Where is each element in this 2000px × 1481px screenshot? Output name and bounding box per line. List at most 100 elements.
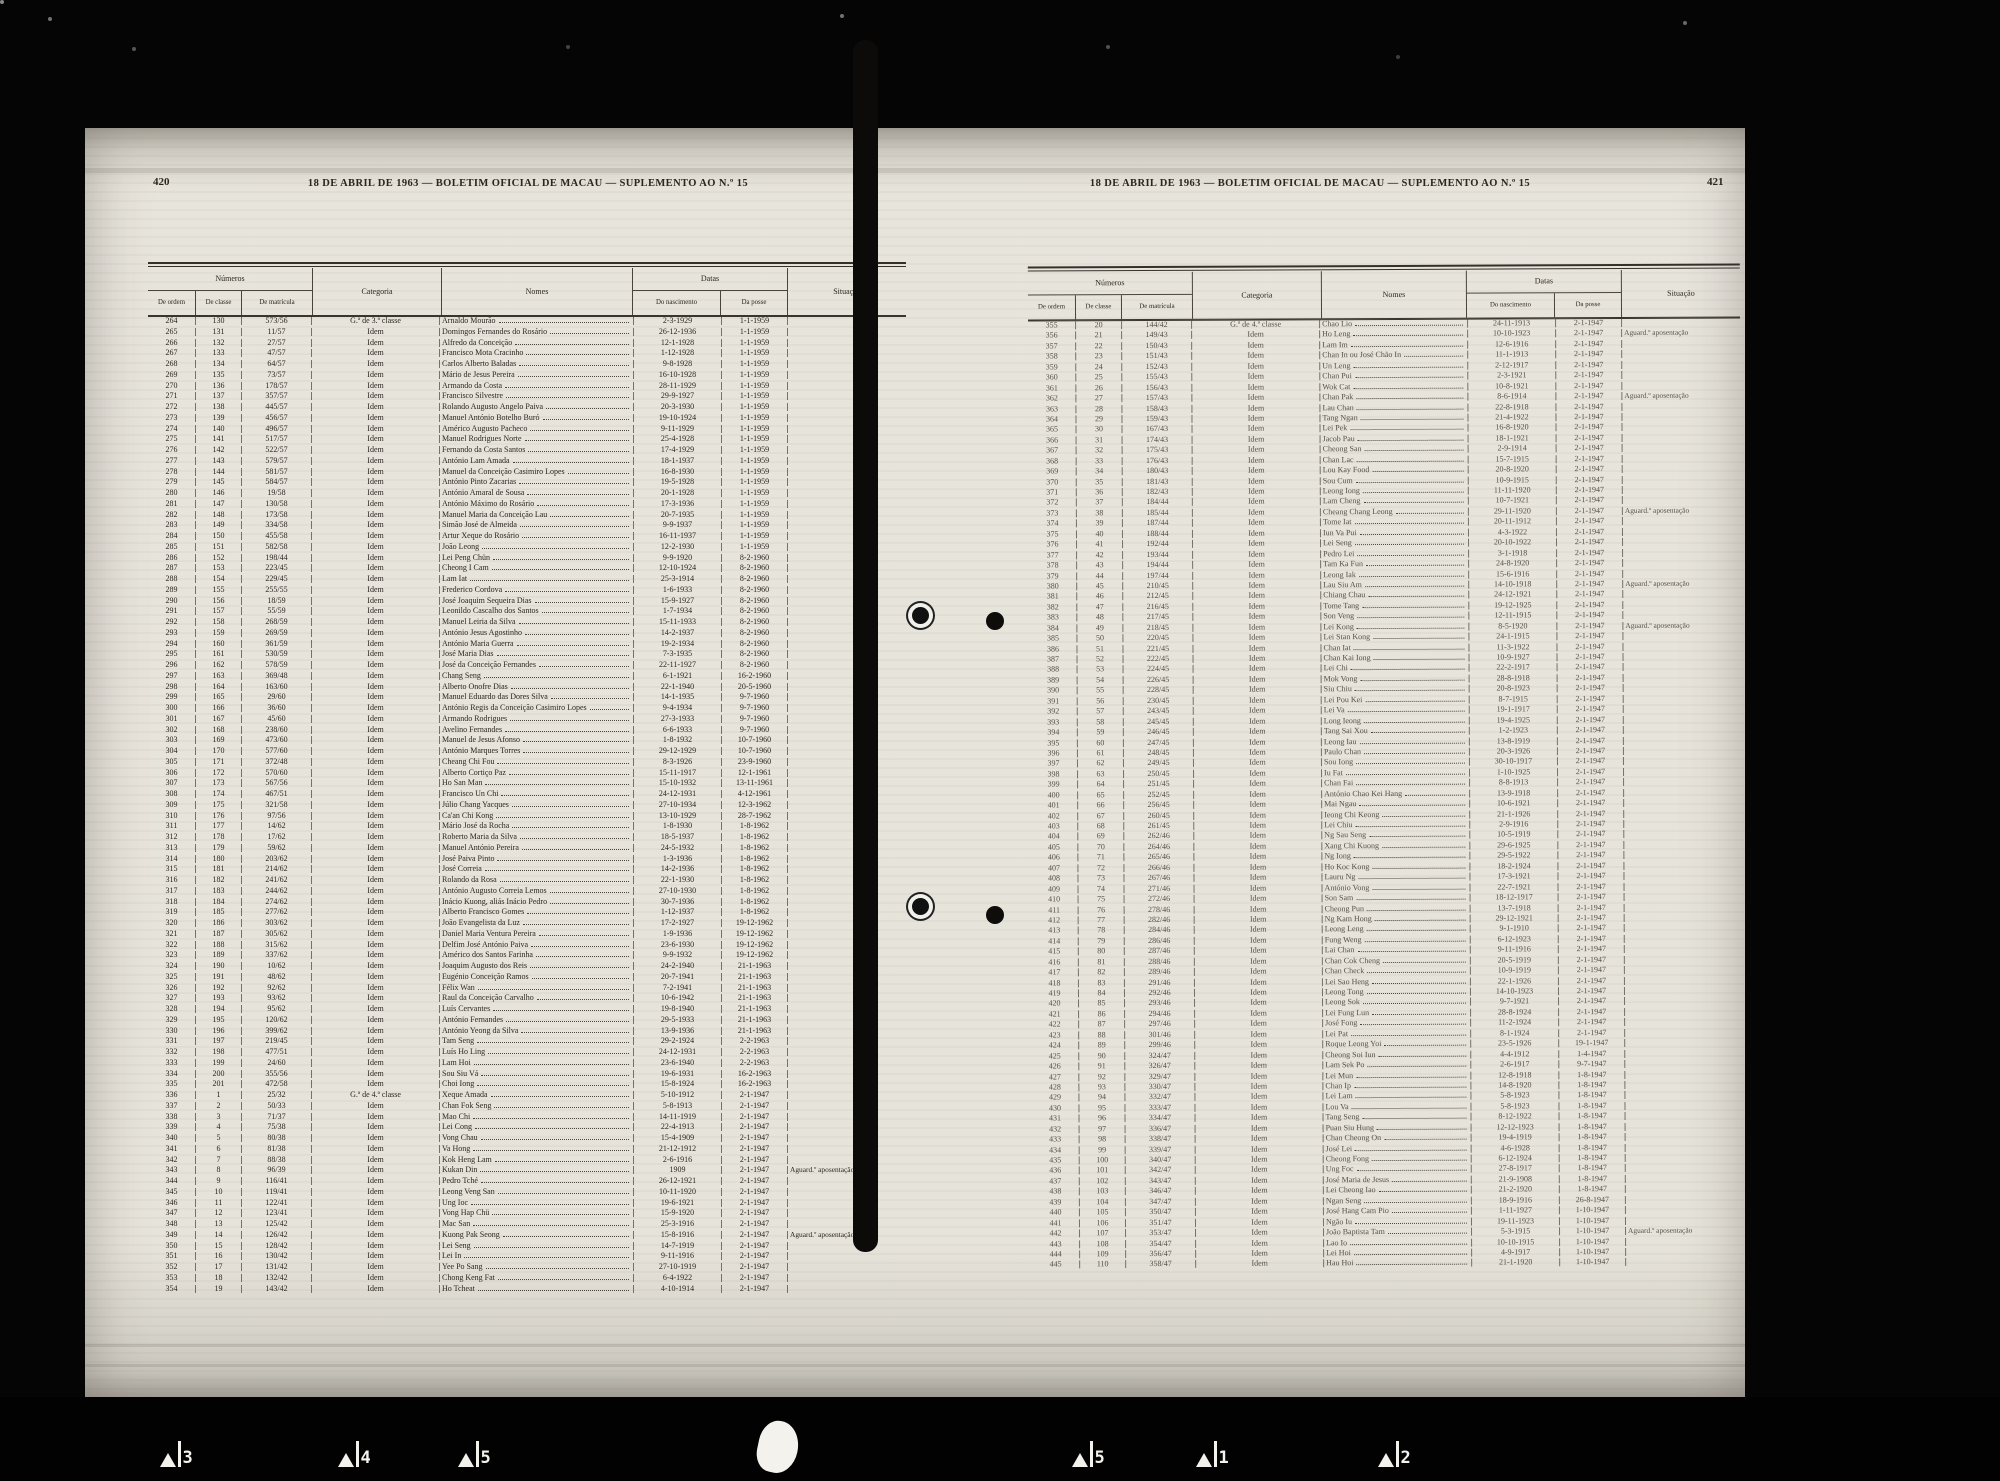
table-row: 295 161 530/59 Idem José Maria Dias 7-3-1935 8…: [148, 650, 906, 661]
dotted-leader: [482, 547, 629, 549]
cell-posse: 8-2-1960: [722, 650, 788, 659]
cell-ord: 324: [148, 962, 196, 970]
cell-sit: [1623, 450, 1741, 451]
cell-cat: Idem: [312, 607, 440, 616]
cell-nome: Ung Foc: [1323, 1165, 1472, 1174]
cell-nome: Chan Check: [1322, 966, 1471, 976]
cell-posse: 1-10-1947: [1560, 1226, 1627, 1236]
cell-cls: 46: [1077, 592, 1124, 601]
cell-posse: 2-1-1947: [722, 1273, 788, 1282]
cell-mat: 143/42: [242, 1284, 312, 1293]
cell-posse: 2-1-1947: [1558, 819, 1625, 829]
cell-nasc: 27-10-1930: [634, 886, 722, 895]
cell-ord: 326: [148, 983, 196, 992]
dotted-leader: [512, 827, 629, 829]
dotted-leader: [522, 924, 629, 925]
cell-nome: Ngan Seng: [1323, 1196, 1472, 1206]
cell-cat: Idem: [1192, 361, 1321, 371]
cell-nome: Lei Fung Lun: [1323, 1008, 1472, 1018]
person-name: Siu Chiu: [1323, 684, 1352, 694]
cell-nasc: 24-12-1931: [634, 1048, 722, 1056]
col-de-classe: De classe: [1075, 295, 1123, 320]
cell-nome: José da Conceição Fernandes: [440, 661, 634, 669]
cell-mat: 255/55: [242, 585, 312, 594]
cell-cat: Idem: [1194, 894, 1323, 903]
cell-sit: [1623, 606, 1741, 607]
person-name: Chan Pak: [1322, 392, 1354, 402]
cell-cls: 95: [1079, 1103, 1126, 1113]
cell-sit: [1625, 961, 1743, 962]
table-row: 343 8 96/39 Idem Kukan Din 1909 2-1-1947 Aguard…: [148, 1166, 906, 1177]
table-row: 316 182 241/62 Idem Rolando da Rosa 22-1-1930…: [148, 876, 906, 887]
person-name: Leong Tong: [1324, 987, 1364, 997]
person-name: Son Sam: [1324, 893, 1354, 903]
cell-posse: 1-10-1947: [1560, 1237, 1627, 1246]
cell-mat: 292/46: [1124, 988, 1195, 998]
table-row: 307 173 567/56 Idem Ho San Man 15-10-1932 13-1…: [148, 779, 906, 790]
cell-mat: 271/46: [1124, 884, 1195, 893]
cell-ord: 327: [148, 994, 196, 1003]
cell-nasc: 5-8-1923: [1471, 1091, 1560, 1101]
cell-ord: 379: [1029, 571, 1078, 581]
cell-cls: 96: [1079, 1113, 1126, 1123]
cell-nasc: 19-4-1919: [1471, 1132, 1560, 1142]
cell-ord: 314: [148, 854, 196, 863]
cell-nasc: 10-9-1927: [1469, 652, 1558, 662]
person-name: António Máximo do Rosário: [442, 499, 535, 508]
cell-mat: 73/57: [242, 370, 312, 379]
cell-cls: 135: [196, 370, 242, 379]
cell-ord: 411: [1030, 905, 1079, 915]
cell-nasc: 18-2-1924: [1470, 861, 1559, 871]
cell-cls: 80: [1078, 946, 1125, 956]
cell-cat: Idem: [1195, 1081, 1324, 1091]
cell-sit: [1624, 794, 1742, 795]
table-row: 347 12 123/41 Idem Vong Hap Chü 15-9-1920 2-1-…: [148, 1209, 906, 1220]
cell-mat: 55/59: [242, 607, 312, 616]
cell-nome: Manuel Rodrigues Norte: [440, 435, 634, 444]
cell-sit: [1625, 888, 1743, 889]
cell-cls: 9: [196, 1177, 242, 1185]
cell-mat: 210/45: [1123, 581, 1194, 591]
cell-sit: [1625, 909, 1743, 910]
cell-ord: 266: [148, 338, 196, 347]
cell-cat: Idem: [312, 833, 440, 841]
cell-nasc: 23-6-1940: [634, 1058, 722, 1067]
cell-mat: 315/62: [242, 940, 312, 949]
book-gutter: [853, 40, 878, 1252]
cell-ord: 416: [1030, 957, 1079, 967]
cell-ord: 371: [1028, 487, 1077, 497]
person-name: Lei Seng: [1323, 538, 1352, 548]
cell-cat: Idem: [312, 381, 440, 390]
cell-mat: 241/62: [242, 876, 312, 884]
person-name: Luís Cervantes: [442, 1005, 491, 1013]
cell-nasc: 11-2-1924: [1471, 1018, 1560, 1027]
cell-posse: 1-1-1959: [722, 467, 788, 476]
person-name: José Paiva Pinto: [442, 854, 495, 863]
dotted-leader: [502, 1235, 629, 1237]
cell-nasc: 5-8-1913: [634, 1101, 722, 1110]
person-name: Lei Va: [1323, 705, 1345, 715]
dotted-leader: [510, 719, 629, 721]
cell-cls: 3: [196, 1112, 242, 1121]
cell-posse: 19-12-1962: [722, 940, 788, 949]
film-ruler-marker: 3: [160, 1441, 193, 1467]
cell-ord: 279: [148, 478, 196, 487]
cell-posse: 9-7-1960: [722, 693, 788, 702]
cell-cat: Idem: [312, 489, 440, 497]
cell-posse: 2-1-1947: [1556, 339, 1623, 349]
dotted-leader: [473, 1246, 629, 1248]
person-name: Sou Siu Vá: [442, 1069, 479, 1078]
cell-sit: [1625, 930, 1743, 931]
cell-sit: [1624, 742, 1742, 743]
cell-ord: 342: [148, 1155, 196, 1164]
cell-cls: 101: [1079, 1166, 1126, 1175]
ruler-number: 3: [182, 1448, 193, 1468]
table-row: 274 140 496/57 Idem Américo Augusto Pacheco 9…: [148, 424, 906, 436]
cell-mat: 578/59: [242, 661, 312, 669]
cell-sit: [1626, 1118, 1744, 1119]
cell-nasc: 18-12-1917: [1470, 892, 1559, 902]
cell-cat: Idem: [312, 1112, 440, 1121]
dotted-leader: [473, 1063, 629, 1065]
dotted-leader: [1357, 554, 1465, 556]
cell-cat: Idem: [1194, 904, 1323, 914]
